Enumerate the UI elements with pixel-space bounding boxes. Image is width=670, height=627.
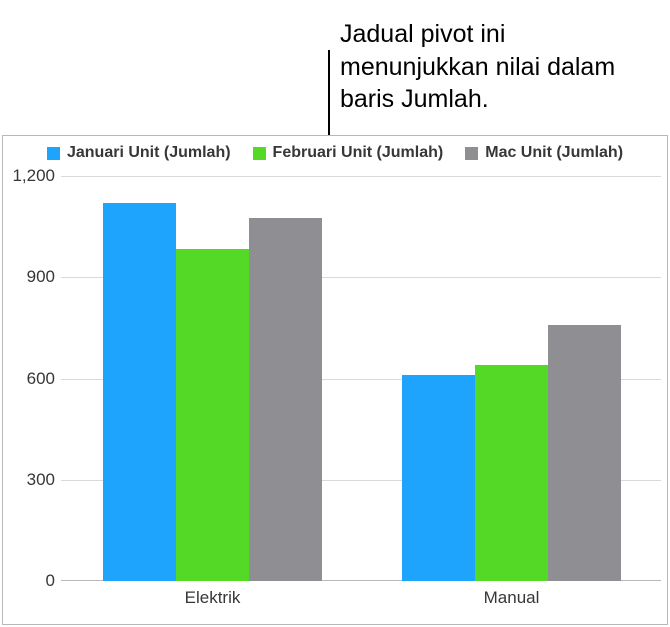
bar xyxy=(548,325,621,582)
chart-legend: Januari Unit (Jumlah) Februari Unit (Juml… xyxy=(3,144,667,162)
bar xyxy=(103,203,176,581)
legend-label: Januari Unit (Jumlah) xyxy=(67,144,231,162)
bar xyxy=(176,249,249,581)
pivot-bar-chart: Januari Unit (Jumlah) Februari Unit (Juml… xyxy=(2,135,668,625)
bar xyxy=(475,365,548,581)
y-axis-label: 0 xyxy=(5,571,55,591)
bar xyxy=(249,218,322,581)
annotation-text: Jadual pivot ini menunjukkan nilai dalam… xyxy=(340,18,650,116)
legend-swatch xyxy=(465,147,478,160)
x-axis-label: Manual xyxy=(484,588,540,608)
y-axis-label: 600 xyxy=(5,369,55,389)
callout-line xyxy=(328,50,330,137)
y-axis-label: 300 xyxy=(5,470,55,490)
gridline xyxy=(61,176,661,177)
legend-swatch xyxy=(253,147,266,160)
chart-plot-area xyxy=(61,176,661,581)
legend-label: Februari Unit (Jumlah) xyxy=(273,144,444,162)
x-axis-label: Elektrik xyxy=(185,588,241,608)
legend-item: Februari Unit (Jumlah) xyxy=(253,144,444,162)
legend-item: Mac Unit (Jumlah) xyxy=(465,144,623,162)
y-axis-label: 1,200 xyxy=(5,166,55,186)
bar xyxy=(402,375,475,581)
y-axis-label: 900 xyxy=(5,267,55,287)
legend-swatch xyxy=(47,147,60,160)
legend-item: Januari Unit (Jumlah) xyxy=(47,144,231,162)
legend-label: Mac Unit (Jumlah) xyxy=(485,144,623,162)
